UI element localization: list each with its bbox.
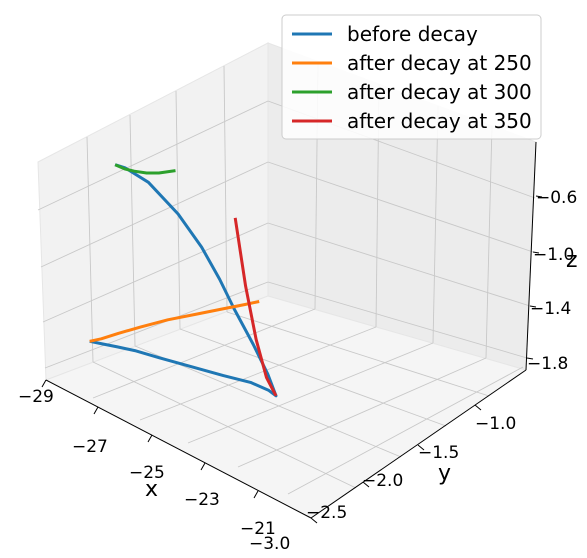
x-tick-label: −25 <box>129 463 165 483</box>
z-tick-labels: −0.6 −1.0 −1.4 −1.8 <box>527 188 577 374</box>
series-line-3 <box>114 163 176 175</box>
z-tick-label: −0.6 <box>536 188 577 208</box>
legend-entry: after decay at 350 <box>347 109 532 133</box>
x-tick-label: −27 <box>72 437 108 457</box>
x-tick-label: −23 <box>184 490 220 510</box>
y-axis-label: y <box>438 461 451 486</box>
legend-frame <box>281 14 542 140</box>
legend-entry: after decay at 250 <box>347 51 532 75</box>
z-axis-line <box>525 141 537 371</box>
axis-lines <box>45 141 537 519</box>
z-tick-label: −1.0 <box>533 245 574 265</box>
x-tick-labels: −29 −27 −25 −23 −21 <box>18 387 276 539</box>
z-axis-label: z <box>566 248 578 273</box>
legend-entry: after decay at 300 <box>347 80 532 104</box>
y-axis-line <box>310 369 527 519</box>
x-tick-label: −29 <box>18 387 54 407</box>
y-tick-label: −2.0 <box>362 471 403 491</box>
y-tick-label: −3.0 <box>249 534 290 554</box>
legend: before decay after decay at 250 after deca… <box>281 14 542 140</box>
y-tick-label: −1.5 <box>418 443 459 463</box>
x-axis-line <box>45 379 312 519</box>
series-line-2 <box>89 300 260 343</box>
series-layer <box>89 163 278 398</box>
z-tick-label: −1.8 <box>527 354 568 374</box>
y-tick-labels: −1.0 −1.5 −2.0 −2.5 −3.0 <box>249 414 516 554</box>
z-tick-label: −1.4 <box>530 299 571 319</box>
y-tick-label: −1.0 <box>475 414 516 434</box>
tick-marks <box>41 195 543 524</box>
y-tick-label: −2.5 <box>306 503 347 523</box>
legend-entry: before decay <box>347 22 478 46</box>
x-tick-label: −21 <box>240 519 276 539</box>
x-axis-label: x <box>145 477 158 502</box>
series-line-4 <box>233 217 278 397</box>
